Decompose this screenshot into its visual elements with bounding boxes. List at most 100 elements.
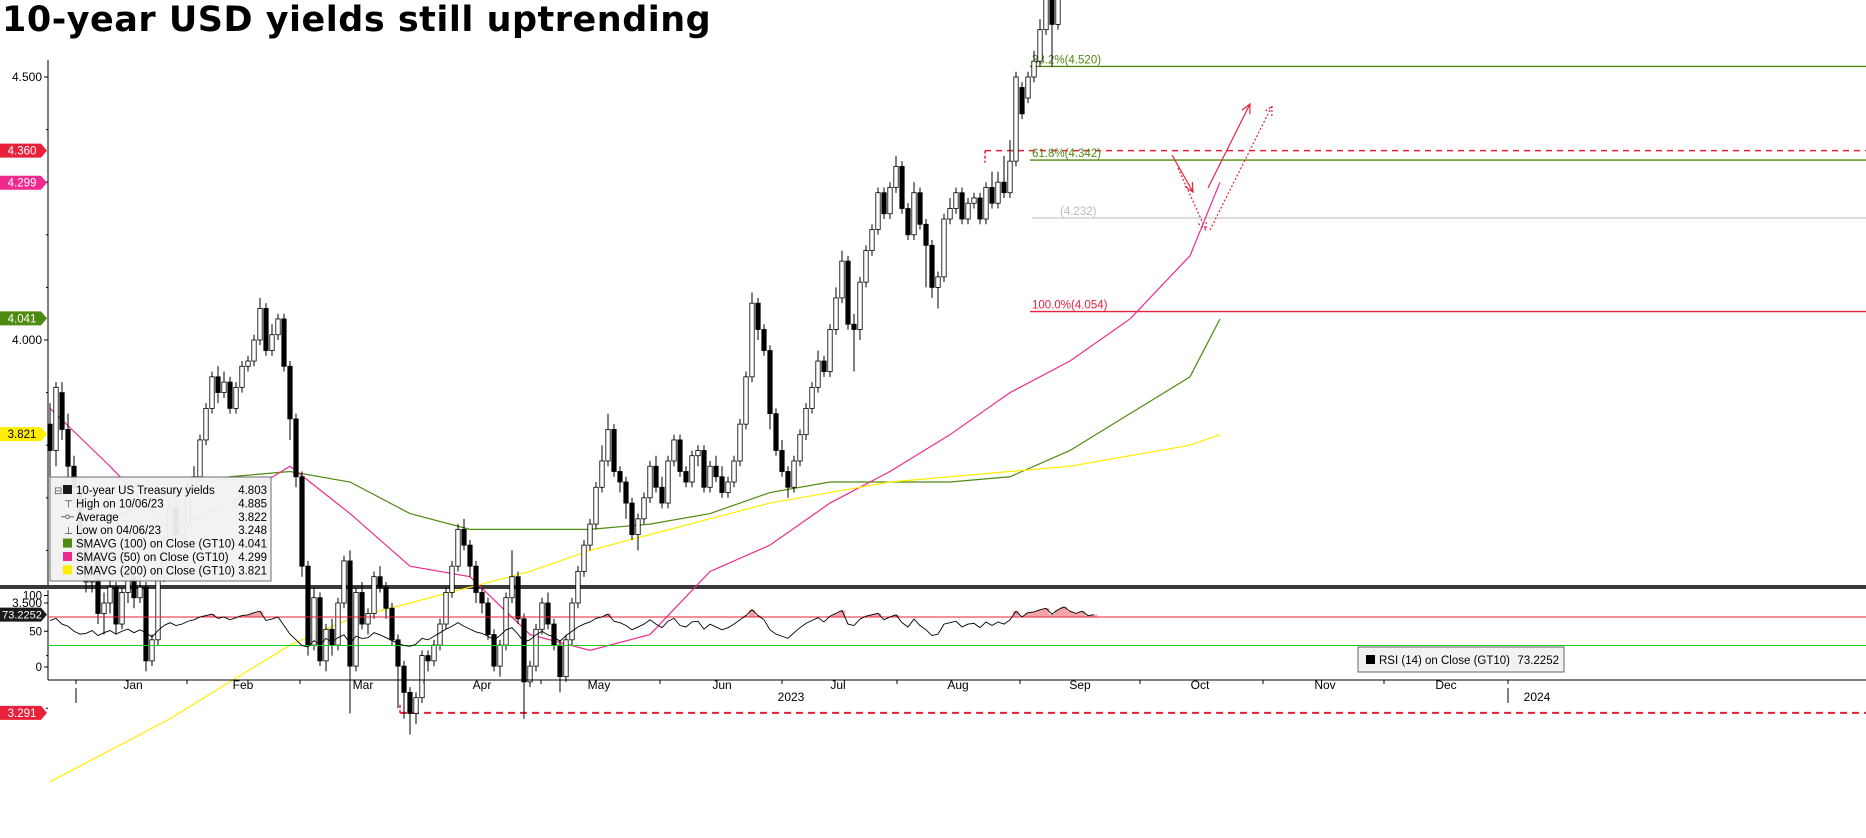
candle-up — [647, 465, 653, 499]
candle-up — [1055, 0, 1061, 25]
last-value-tag — [0, 311, 47, 326]
candle-down — [287, 365, 293, 420]
legend-item-value: 3.821 — [238, 565, 267, 577]
candle-up — [251, 339, 257, 362]
candle-up — [197, 439, 203, 478]
candle-up — [275, 318, 281, 336]
candle-up — [893, 166, 899, 188]
candle-down — [491, 634, 497, 667]
legend-item-label: SMAVG (100) on Close (GT10) — [76, 539, 235, 551]
candle-up — [239, 365, 245, 388]
rsi-legend-swatch — [1366, 655, 1375, 664]
candle-down — [1001, 181, 1007, 194]
candle-up — [575, 571, 581, 604]
candle-down — [479, 592, 485, 604]
legend-item-value: 3.248 — [238, 525, 267, 537]
rsi-panel: 0 50 100 73.2252 RSI (14) on Close (GT10) 73.… — [0, 590, 1866, 680]
candle-up — [671, 439, 677, 462]
legend-item-value: 4.803 — [238, 485, 267, 497]
candle-up — [341, 560, 347, 604]
candle-down — [899, 166, 905, 209]
candle-down — [785, 471, 791, 488]
candle-down — [317, 597, 323, 662]
candle-up — [707, 465, 713, 488]
candle-down — [755, 302, 761, 330]
candle-up — [533, 628, 539, 667]
last-value-tag-label: 3.821 — [8, 429, 37, 441]
candle-up — [911, 192, 917, 236]
candle-up — [749, 302, 755, 378]
candle-up — [599, 460, 605, 488]
panel-separator — [0, 585, 1866, 589]
candle-up — [233, 386, 239, 409]
candle-down — [383, 586, 389, 609]
candle-down — [407, 692, 413, 714]
candle-down — [227, 381, 233, 409]
scenario-arrow-head — [1263, 104, 1273, 117]
y-tick-label: 3.500 — [12, 596, 42, 610]
candle-down — [281, 318, 287, 367]
candle-up — [635, 518, 641, 536]
candle-down — [713, 465, 719, 478]
x-month-label: Nov — [1314, 678, 1335, 692]
candle-down — [113, 586, 119, 625]
scenario-arrow-line — [1177, 167, 1207, 231]
candle-down — [701, 450, 707, 488]
candle-down — [989, 187, 995, 204]
price-panel: 3.5004.0004.5005.0000.0%(4.808)38.2%(4.5… — [0, 0, 1866, 783]
candle-up — [791, 460, 797, 488]
candle-down — [359, 592, 365, 625]
candle-up — [101, 602, 107, 614]
legend-item-value: 3.822 — [238, 512, 267, 524]
candle-up — [803, 407, 809, 436]
candle-down — [845, 260, 851, 325]
last-value-tag — [0, 175, 47, 190]
candle-down — [485, 602, 491, 635]
candle-down — [143, 586, 149, 662]
candle-down — [821, 360, 827, 372]
candle-down — [653, 465, 659, 488]
candle-up — [107, 586, 113, 604]
legend-low-icon: ⊥ — [64, 526, 73, 537]
candle-up — [971, 197, 977, 204]
last-value-tag — [0, 427, 47, 442]
candle-up — [587, 523, 593, 546]
scenario-arrow-head — [1197, 219, 1207, 232]
x-month-label: Aug — [947, 678, 968, 692]
candle-down — [299, 476, 305, 567]
candle-up — [863, 250, 869, 283]
candle-down — [59, 392, 65, 430]
x-month-label: Apr — [473, 678, 492, 692]
candle-up — [833, 297, 839, 330]
candle-up — [203, 407, 209, 441]
scenario-arrow-line — [1207, 103, 1251, 189]
last-value-tag-label: 4.360 — [8, 146, 37, 158]
candle-down — [683, 471, 689, 483]
candle-down — [761, 329, 767, 351]
legend-avg-dot — [65, 514, 70, 520]
candle-up — [419, 655, 425, 699]
candle-down — [923, 223, 929, 246]
candle-up — [137, 586, 143, 599]
fib-level-label: (4.232) — [1060, 206, 1097, 218]
candle-up — [815, 360, 821, 388]
y-tick-label: 4.500 — [12, 70, 42, 84]
x-month-label: Mar — [353, 678, 374, 692]
candle-down — [551, 623, 557, 646]
candle-down — [611, 429, 617, 472]
legend-item-label: High on 10/06/23 — [76, 498, 164, 510]
rsi-legend-box — [1357, 646, 1565, 673]
candle-up — [371, 576, 377, 614]
x-month-label: Dec — [1435, 678, 1456, 692]
candle-down — [329, 628, 335, 646]
candle-up — [809, 386, 815, 409]
x-month-label: Jun — [712, 678, 731, 692]
candle-up — [839, 260, 845, 299]
candle-up — [995, 181, 1001, 204]
legend-item-label: SMAVG (50) on Close (GT10) — [76, 552, 229, 564]
candle-down — [851, 323, 857, 330]
candle-down — [473, 565, 479, 593]
candle-down — [305, 565, 311, 646]
candle-down — [389, 607, 395, 641]
candle-down — [47, 423, 53, 451]
